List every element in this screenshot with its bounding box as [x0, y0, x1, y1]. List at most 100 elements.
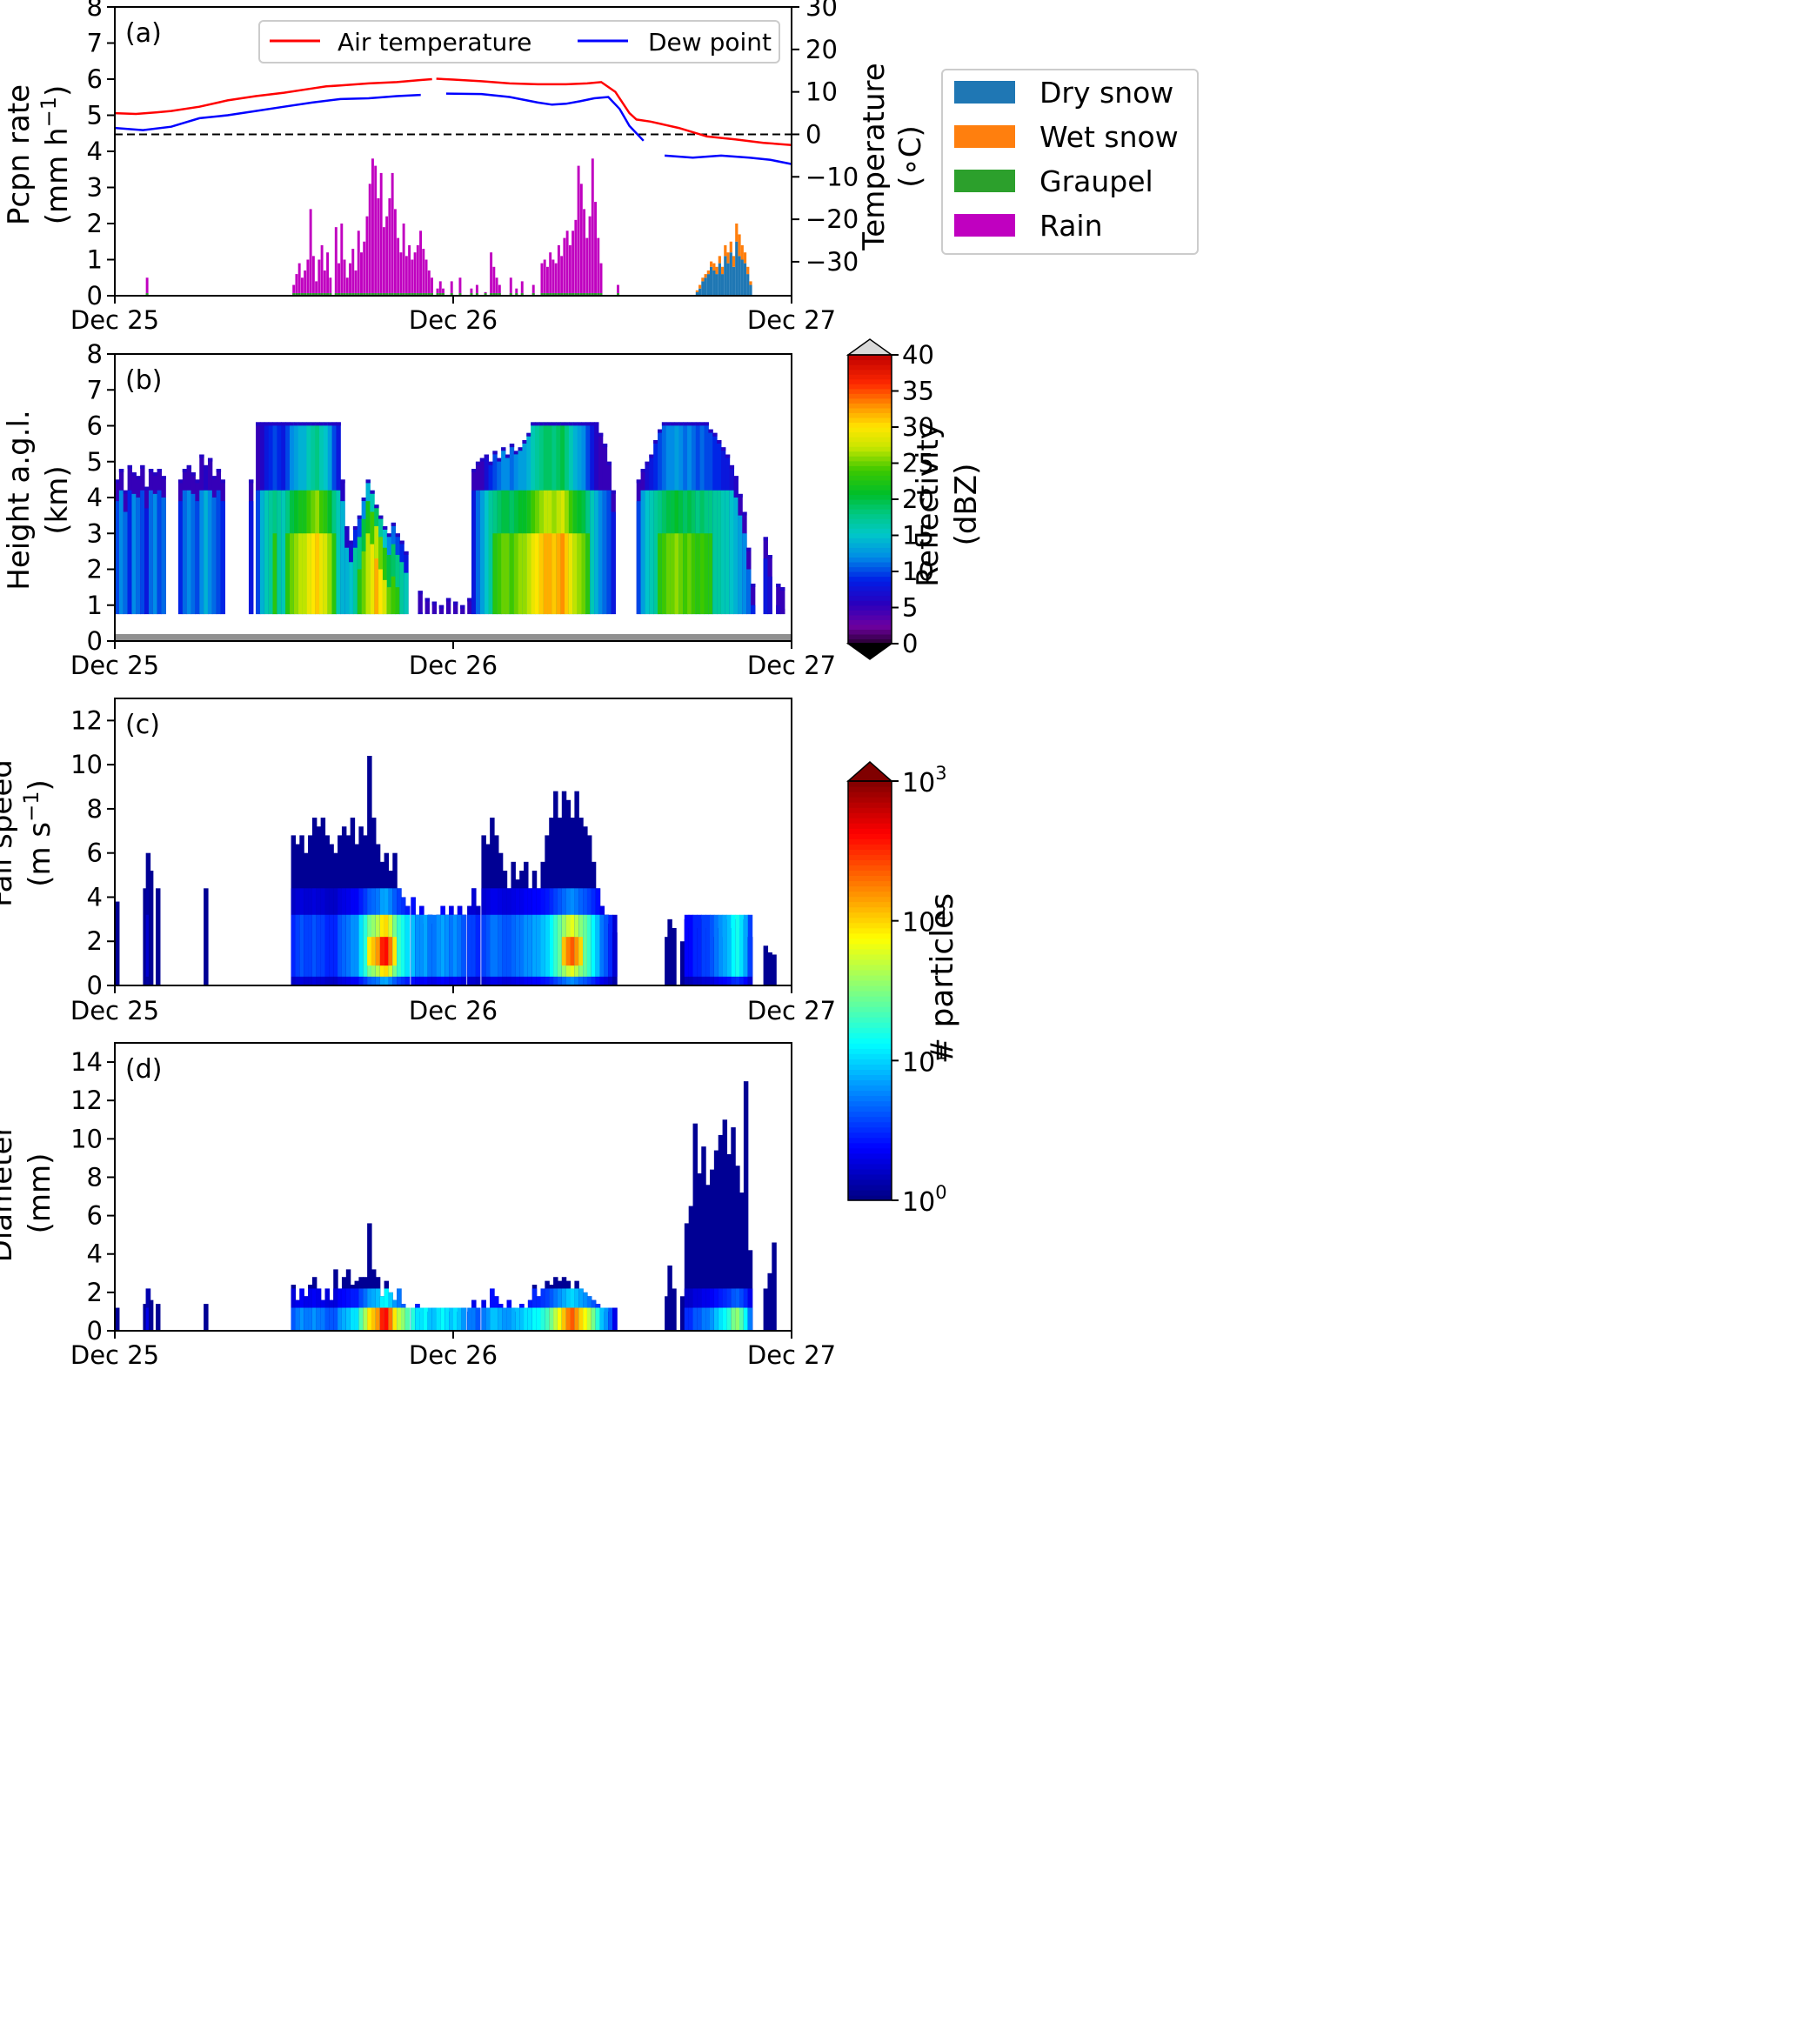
rain-bar — [297, 263, 301, 296]
reflectivity-cell — [670, 533, 675, 615]
wet-snow-bar — [718, 256, 721, 264]
diameter-cell — [401, 1307, 406, 1331]
reflectivity-cell — [729, 464, 735, 469]
diameter-cell — [688, 1206, 694, 1331]
particle-colorbar-segment — [848, 1059, 892, 1065]
reflectivity-cell — [297, 422, 304, 426]
reflectivity-cell — [370, 490, 375, 494]
reflectivity-cell — [767, 576, 772, 615]
reflectivity-cell — [190, 493, 196, 615]
reflectivity-cell — [357, 569, 363, 615]
y-axis-label: Diameter (mm) — [0, 1125, 57, 1263]
y-tick-label: 0 — [87, 626, 103, 656]
reflectivity-cell — [190, 472, 196, 477]
fall-speed-cell — [304, 914, 309, 977]
diameter-cell — [726, 1307, 732, 1331]
particle-colorbar-segment — [848, 838, 892, 845]
reflectivity-cell — [127, 464, 132, 469]
particle-colorbar-segment — [848, 1184, 892, 1191]
reflectivity-cell — [645, 461, 650, 465]
diameter-cell — [156, 1304, 161, 1331]
reflectivity-cell — [438, 605, 444, 609]
reflectivity-cell — [268, 490, 274, 615]
reflectivity-cell — [177, 501, 184, 615]
y2-tick-label: −20 — [805, 204, 859, 234]
rain-bar — [450, 281, 453, 296]
reflectivity-colorbar-segment — [848, 624, 892, 630]
y-tick-label: 7 — [87, 375, 103, 404]
reflectivity-colorbar-segment — [848, 384, 892, 390]
reflectivity-cell — [123, 511, 129, 615]
reflectivity-colorbar-segment — [848, 397, 892, 404]
reflectivity-colorbar-segment — [848, 528, 892, 534]
diameter-cell — [599, 1307, 605, 1331]
reflectivity-cell — [395, 533, 400, 538]
diameter-cell — [688, 1307, 694, 1331]
reflectivity-cell — [678, 533, 684, 615]
reflectivity-cell — [479, 458, 485, 462]
rain-bar — [326, 252, 330, 296]
y2-tick-label: 10 — [805, 77, 838, 107]
y-axis-label-units: (km) — [40, 465, 75, 534]
reflectivity-cell — [148, 490, 154, 615]
graupel-bar — [470, 293, 473, 296]
particle-colorbar-segment — [848, 1100, 892, 1107]
diameter-cell — [684, 1223, 690, 1331]
reflectivity-colorbar-segment — [848, 369, 892, 375]
particle-colorbar-segment — [848, 833, 892, 839]
y-axis-label: Height a.g.l. (km) — [2, 410, 75, 591]
graupel-bar — [408, 293, 411, 296]
diameter-cell — [384, 1307, 390, 1331]
rain-bar — [495, 277, 498, 296]
reflectivity-cell — [302, 533, 307, 615]
particle-colorbar-segment — [848, 953, 892, 960]
particle-colorbar-segment — [848, 906, 892, 913]
graupel-bar — [385, 293, 389, 296]
rain-bar — [509, 277, 512, 296]
fall-speed-cell — [506, 914, 512, 977]
reflectivity-cell — [445, 598, 451, 602]
graupel-bar — [340, 293, 344, 296]
fall-speed-cell — [565, 937, 571, 966]
diameter-cell — [367, 1307, 372, 1331]
reflectivity-cell — [699, 422, 705, 426]
reflectivity-colorbar-segment — [848, 610, 892, 616]
reflectivity-cell — [161, 498, 166, 615]
particle-colorbar-segment — [848, 1158, 892, 1165]
reflectivity-cell — [374, 504, 379, 509]
y-tick-label: 6 — [87, 1201, 103, 1231]
dry-snow-bar — [746, 274, 750, 296]
reflectivity-cell — [750, 584, 756, 615]
rain-bar — [300, 277, 304, 296]
diameter-cell — [449, 1307, 454, 1331]
dry-snow-bar — [704, 277, 707, 296]
reflectivity-colorbar-segment — [848, 479, 892, 485]
diameter-cell — [726, 1153, 732, 1331]
dry-snow-bar — [729, 252, 732, 296]
particle-colorbar-segment — [848, 1173, 892, 1180]
y-tick-label: 4 — [87, 137, 103, 166]
dry-snow-bar — [743, 263, 747, 296]
graupel-bar — [323, 293, 326, 296]
diameter-cell — [371, 1307, 377, 1331]
diameter-cell — [419, 1307, 424, 1331]
reflectivity-cell — [572, 533, 578, 615]
fall-speed-cell — [722, 914, 728, 977]
rain-bar — [545, 266, 549, 296]
rain-bar — [349, 263, 351, 296]
graupel-bar — [300, 293, 304, 296]
reflectivity-cell — [399, 540, 404, 544]
reflectivity-cell — [186, 464, 192, 469]
wet-snow-bar — [740, 244, 744, 260]
reflectivity-colorbar-segment — [848, 374, 892, 380]
colorbar-label-line: # particles — [925, 893, 960, 1064]
reflectivity-colorbar-segment — [848, 359, 892, 365]
dry-snow-bar — [706, 274, 710, 296]
reflectivity-cell — [691, 422, 697, 426]
diameter-cell — [502, 1307, 508, 1331]
reflectivity-cell — [738, 515, 743, 615]
fall-speed-cell — [388, 937, 393, 966]
reflectivity-colorbar-segment — [848, 581, 892, 587]
reflectivity-cell — [518, 447, 523, 451]
rain-bar — [292, 284, 296, 296]
